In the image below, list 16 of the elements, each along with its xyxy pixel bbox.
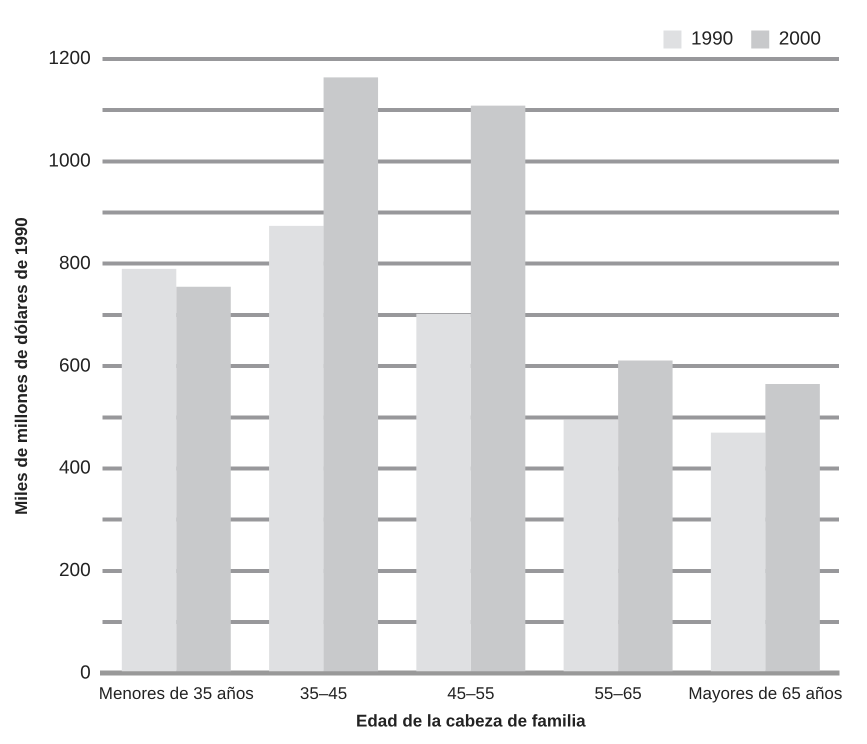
x-axis-title: Edad de la cabeza de familia bbox=[356, 711, 586, 730]
x-tick-label: Menores de 35 años bbox=[98, 684, 254, 704]
x-tick-label: 35–45 bbox=[300, 684, 348, 704]
y-tick-label: 1000 bbox=[48, 150, 91, 172]
y-tick-label: 800 bbox=[58, 252, 91, 274]
x-tick-label: 45–55 bbox=[447, 684, 494, 704]
x-tick-label: Mayores de 65 años bbox=[688, 684, 842, 704]
y-tick-label: 400 bbox=[58, 458, 91, 479]
y-tick-label: 600 bbox=[58, 355, 91, 376]
x-tick-label: 55–65 bbox=[594, 684, 642, 704]
y-axis-title: Miles de millones de dólares de 1990 bbox=[12, 217, 31, 515]
y-tick-label: 200 bbox=[58, 560, 91, 582]
legend-label: 2000 bbox=[778, 28, 822, 50]
y-tick-label: 0 bbox=[80, 662, 91, 684]
legend-label: 1990 bbox=[690, 28, 734, 50]
y-tick-label: 1200 bbox=[48, 48, 91, 70]
